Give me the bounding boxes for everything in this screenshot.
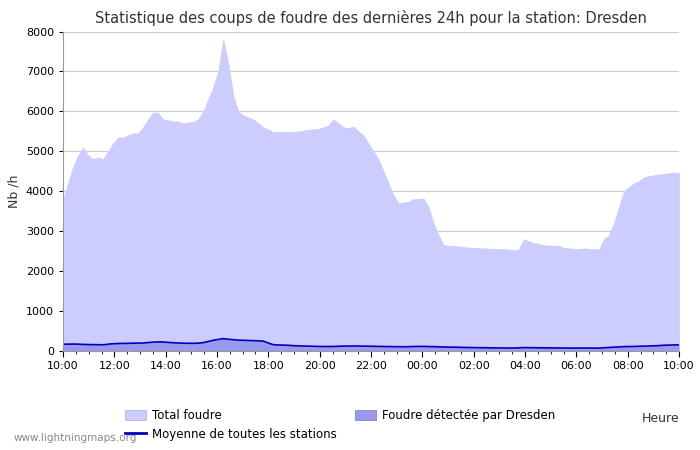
Text: www.lightningmaps.org: www.lightningmaps.org bbox=[14, 433, 137, 443]
Y-axis label: Nb /h: Nb /h bbox=[7, 175, 20, 208]
Title: Statistique des coups de foudre des dernières 24h pour la station: Dresden: Statistique des coups de foudre des dern… bbox=[95, 10, 647, 26]
Legend: Total foudre, Moyenne de toutes les stations, Foudre détectée par Dresden: Total foudre, Moyenne de toutes les stat… bbox=[125, 409, 555, 441]
Text: Heure: Heure bbox=[641, 412, 679, 425]
